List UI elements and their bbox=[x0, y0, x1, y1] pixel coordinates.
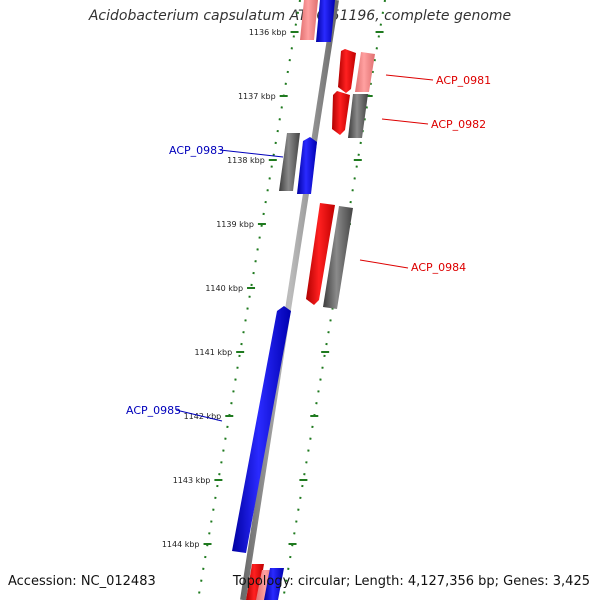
feature-top-partial bbox=[300, 0, 335, 42]
gene-feature-acp-0981[interactable]: ACP_0981 bbox=[338, 49, 491, 93]
ruler-tick: 1141 kbp bbox=[194, 348, 330, 357]
ruler-tick-label: 1141 kbp bbox=[194, 348, 232, 357]
ruler-tick: 1136 kbp bbox=[249, 28, 384, 37]
gene-label-acp-0983: ACP_0983 bbox=[169, 144, 224, 157]
genome-title: Acidobacterium capsulatum ATCC 51196, co… bbox=[88, 8, 512, 24]
feature-bottom-partial bbox=[246, 564, 284, 600]
ruler-tick-label: 1137 kbp bbox=[238, 92, 276, 101]
topology-text: Topology: circular; Length: 4,127,356 bp… bbox=[232, 574, 590, 589]
genome-backbone bbox=[240, 0, 339, 600]
ruler-tick-label: 1140 kbp bbox=[205, 284, 243, 293]
ruler-tick: 1138 kbp bbox=[227, 156, 362, 165]
gene-label-acp-0982: ACP_0982 bbox=[431, 118, 486, 131]
ruler-tick-label: 1143 kbp bbox=[173, 476, 211, 485]
gene-feature-acp-0983[interactable]: ACP_0983 bbox=[169, 133, 317, 194]
gene-feature-acp-0985[interactable]: ACP_0985 bbox=[126, 306, 291, 553]
gene-label-acp-0984: ACP_0984 bbox=[411, 261, 466, 274]
ruler-tick-label: 1136 kbp bbox=[249, 28, 287, 37]
ruler-tick: 1143 kbp bbox=[173, 476, 308, 485]
gene-feature-acp-0984[interactable]: ACP_0984 bbox=[306, 203, 466, 309]
ruler-tick-label: 1144 kbp bbox=[162, 540, 200, 549]
accession-text: Accession: NC_012483 bbox=[8, 574, 156, 589]
ruler-tick: 1144 kbp bbox=[162, 540, 297, 549]
ruler-tick-label: 1139 kbp bbox=[216, 220, 254, 229]
ruler-tick-label: 1138 kbp bbox=[227, 156, 265, 165]
gene-feature-acp-0982[interactable]: ACP_0982 bbox=[332, 91, 486, 138]
gene-label-acp-0981: ACP_0981 bbox=[436, 74, 491, 87]
gene-label-acp-0985: ACP_0985 bbox=[126, 404, 181, 417]
